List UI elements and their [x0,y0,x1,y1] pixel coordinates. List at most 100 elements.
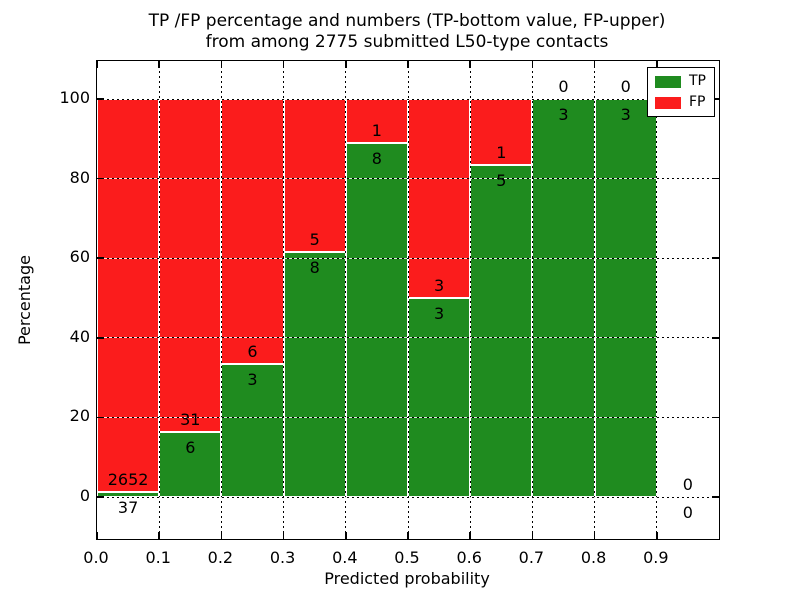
bar-segment-fp [97,99,160,492]
x-tick-label: 0.6 [456,548,482,567]
tp-count-label: 6 [185,438,196,458]
y-tick-mark-right [712,416,719,419]
y-tick-mark [97,177,104,180]
bar-segment-tp [470,165,533,497]
bar-segment-tp [532,99,595,497]
x-tick-mark [220,532,223,539]
x-tick-label: 0.1 [145,548,171,567]
y-tick-label: 40 [69,326,90,346]
x-tick-mark [158,532,160,539]
fp-count-label: 3 [434,276,445,295]
y-tick-label: 80 [69,167,90,187]
fp-count-label: 1 [496,143,507,163]
tp-count-label: 8 [371,149,382,169]
y-tick-mark [97,98,104,100]
gridline-horizontal [97,178,719,180]
fp-count-label: 0 [682,475,693,494]
gridline-vertical [220,61,222,539]
gridline-horizontal [97,496,719,498]
x-tick-mark [469,532,471,539]
bar-segment-tp [594,99,657,497]
gridline-vertical [407,61,409,539]
fp-count-label: 2652 [107,469,149,489]
x-tick-label: 0.9 [643,548,669,567]
chart-title-line1: TP /FP percentage and numbers (TP-bottom… [148,11,666,31]
x-tick-mark-top [96,61,98,68]
x-tick-label: 0.7 [518,548,545,567]
x-tick-label: 0.3 [269,548,296,567]
bar-segment-tp [283,252,346,497]
gridline-horizontal [97,98,719,100]
chart-title: TP /FP percentage and numbers (TP-bottom… [96,11,718,53]
bar-segment-tp [159,432,222,497]
bar-segment-tp [345,143,408,497]
bar-segment-fp [221,99,284,365]
legend-label-TP: TP [689,73,706,89]
tp-count-label: 5 [496,171,507,191]
tp-count-label: 3 [620,105,631,124]
x-tick-mark [282,532,285,539]
chart-title-line2: from among 2775 submitted L50-type conta… [205,32,609,52]
fp-count-label: 0 [558,77,569,96]
y-axis-label: Percentage [15,255,34,346]
tp-count-label: 8 [309,258,320,278]
tp-count-label: 3 [247,370,258,390]
fp-count-label: 0 [620,77,631,96]
legend-entry-TP: TP [655,74,706,89]
fp-count-label: 1 [371,121,382,141]
x-tick-mark [656,532,658,539]
y-tick-mark-right [712,257,719,259]
bar-segment-tp [221,364,284,497]
x-tick-mark-top [656,61,658,68]
x-tick-mark-top [469,61,471,68]
x-tick-mark-top [345,61,347,68]
x-tick-mark [593,532,596,539]
gridline-vertical [158,61,160,539]
legend-label-FP: FP [689,94,706,110]
y-tick-label: 100 [59,88,90,107]
gridline-vertical [656,61,658,539]
legend-swatch-FP [655,96,681,109]
legend: TP FP [647,67,715,117]
y-tick-label: 60 [69,247,90,267]
gridline-vertical [345,61,347,539]
fp-count-label: 5 [309,230,320,250]
gridline-vertical [594,61,596,539]
y-tick-mark-right [712,496,719,498]
y-tick-mark-right [712,177,719,180]
gridline-vertical [531,61,533,539]
bar-segment-tp [408,298,471,497]
bar-segment-fp [345,99,408,144]
x-tick-mark-top [593,61,596,68]
plot-area: TP FP 2652 37 31 6 6 3 5 8 1 8 3 3 1 5 0 3 0 3 0 0 [96,60,720,540]
x-tick-label: 0.5 [394,548,420,567]
bar-segment-fp [159,99,222,433]
tp-count-label: 3 [434,304,445,323]
y-tick-mark-right [712,98,719,100]
legend-entry-FP: FP [655,95,706,110]
bar-segment-fp [283,99,346,253]
y-tick-mark-right [712,337,719,339]
gridline-vertical [469,61,471,539]
x-tick-mark [531,532,534,539]
y-tick-mark [97,257,104,259]
y-tick-label: 20 [69,406,90,426]
y-tick-mark [97,496,104,498]
gridline-horizontal [97,337,719,339]
legend-swatch-TP [655,75,681,88]
x-tick-mark-top [158,61,160,68]
x-tick-mark-top [282,61,285,68]
x-tick-label: 0.0 [83,548,109,567]
x-tick-mark-top [531,61,534,68]
bar-segment-fp [470,99,533,166]
x-tick-mark [407,532,409,539]
y-tick-mark [97,337,104,339]
x-tick-mark [96,532,98,539]
tp-count-label: 37 [117,497,139,517]
bar-segment-fp [408,99,471,298]
x-tick-mark-top [407,61,409,68]
x-tick-label: 0.4 [332,548,358,567]
x-tick-mark [345,532,347,539]
x-axis-label: Predicted probability [324,569,490,588]
gridline-horizontal [97,416,719,418]
